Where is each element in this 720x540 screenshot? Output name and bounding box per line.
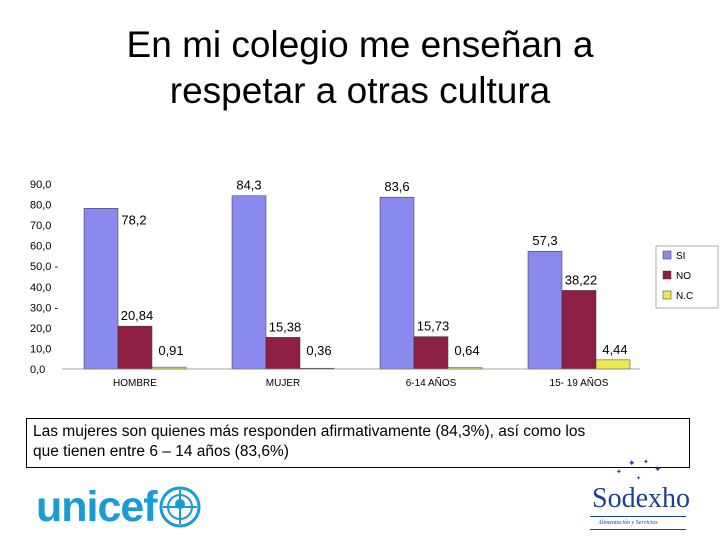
sodexho-tagline-text: Alimentación y Servicios: [598, 520, 658, 526]
svg-text:✦: ✦: [654, 464, 662, 474]
y-tick-label: 20,0: [30, 323, 51, 335]
svg-text:✦: ✦: [616, 468, 622, 476]
y-tick-label: 30,0 -: [30, 302, 58, 314]
y-tick-label: 10,0: [30, 343, 51, 355]
data-label: 4,44: [602, 342, 627, 357]
data-label: 84,3: [236, 178, 261, 193]
unicef-wordmark: unicef: [36, 483, 158, 531]
data-label: 20,84: [121, 308, 154, 323]
bar-nc-4: [595, 359, 631, 370]
x-axis: HOMBRE MUJER 6-14 AÑOS 15- 19 AÑOS: [62, 368, 640, 389]
legend-swatch: [662, 250, 672, 260]
legend-label: NO: [676, 271, 691, 282]
legend: SI NO N.C: [655, 245, 719, 309]
x-tick-label: 6-14 AÑOS: [406, 376, 457, 389]
y-tick-label: 80,0: [30, 200, 51, 212]
x-tick-label: MUJER: [266, 378, 300, 389]
y-tick-label: 70,0: [30, 220, 51, 232]
y-tick-label: 40,0: [30, 282, 51, 294]
caption-line-1: Las mujeres son quienes más responden af…: [33, 423, 586, 440]
data-label: 83,6: [384, 179, 409, 194]
data-label: 78,2: [121, 212, 146, 227]
bar-no-2: [265, 337, 301, 370]
x-tick-label: HOMBRE: [113, 378, 157, 389]
legend-label: SI: [676, 251, 685, 262]
y-tick-label: 60,0: [30, 241, 51, 253]
bar-no-3: [413, 336, 449, 370]
legend-swatch: [662, 270, 672, 280]
bar-si-1: [83, 208, 119, 370]
bars: 78,2 20,84 0,91 84,3 15,38 0,36 83,6 15,73 0,64 5…: [83, 178, 631, 370]
y-tick-label: 90,0: [30, 179, 51, 191]
bar-si-4: [527, 250, 563, 370]
svg-text:✦: ✦: [636, 475, 641, 482]
unicef-emblem-icon: [159, 486, 201, 528]
data-label: 15,38: [269, 319, 302, 334]
legend-swatch: [662, 290, 672, 300]
caption-line-2: que tienen entre 6 – 14 años (83,6%): [33, 443, 289, 460]
x-tick-label: 15- 19 AÑOS: [550, 376, 609, 389]
data-label: 57,3: [532, 233, 557, 248]
legend-label: N.C: [676, 291, 693, 302]
y-tick-label: 50,0 -: [30, 261, 58, 273]
caption-box: Las mujeres son quienes más responden af…: [26, 418, 690, 468]
data-label: 38,22: [565, 272, 598, 287]
bar-chart: 0,0 10,0 20,0 30,0 - 40,0 50,0 - 60,0 70,0 80,0 9…: [30, 178, 719, 389]
bar-si-3: [379, 196, 415, 370]
svg-text:✦: ✦: [643, 458, 649, 466]
stars-icon: ✦ ✦ ✦ ✦ ✦: [616, 458, 662, 482]
title-line-2: respetar a otras cultura: [169, 70, 551, 111]
svg-text:✦: ✦: [628, 458, 636, 468]
sodexho-logo: ✦ ✦ ✦ ✦ ✦ Sodexho Alimentación y Servici…: [588, 454, 690, 534]
data-label: 0,91: [158, 343, 183, 358]
bar-no-4: [561, 290, 597, 370]
data-label: 0,64: [454, 343, 479, 358]
title-line-1: En mi colegio me enseñan a: [126, 24, 594, 65]
chart-title: En mi colegio me enseñan a respetar a ot…: [0, 22, 720, 114]
y-tick-label: 0,0: [30, 364, 45, 376]
data-label: 0,36: [306, 343, 331, 358]
bar-si-2: [231, 195, 267, 370]
sodexho-wordmark: Sodexho: [592, 483, 690, 514]
y-axis: 0,0 10,0 20,0 30,0 - 40,0 50,0 - 60,0 70,0 80,0 9…: [30, 179, 58, 376]
sodexho-tagline: Alimentación y Servicios: [590, 516, 686, 530]
unicef-logo: unicef: [36, 484, 201, 530]
bar-no-1: [117, 325, 153, 370]
data-label: 15,73: [417, 319, 450, 334]
